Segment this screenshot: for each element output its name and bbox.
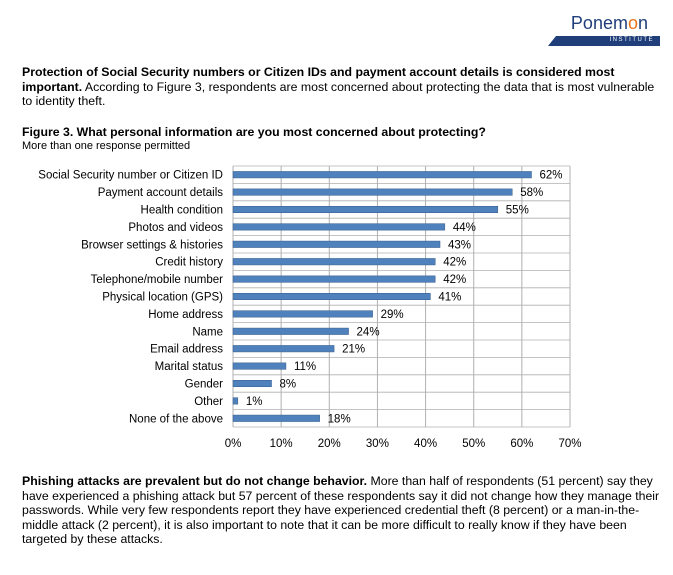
bar <box>232 362 287 370</box>
x-tick-label: 20% <box>318 438 341 450</box>
value-label: 41% <box>438 292 461 304</box>
value-label: 55% <box>506 205 529 217</box>
x-tick-label: 30% <box>366 438 389 450</box>
bar <box>232 275 436 283</box>
category-label: Browser settings & histories <box>81 239 223 251</box>
bar <box>232 397 239 405</box>
category-label: Other <box>194 396 223 408</box>
value-label: 44% <box>453 222 476 234</box>
value-label: 29% <box>381 309 404 321</box>
outro-lead: Phishing attacks are prevalent but do no… <box>22 474 368 488</box>
category-label: Name <box>192 326 223 338</box>
outro-body: More than half of respondents (51 percen… <box>22 474 660 546</box>
bar <box>232 327 349 335</box>
bar <box>232 310 373 318</box>
value-label: 8% <box>280 379 297 391</box>
value-label: 18% <box>328 413 351 425</box>
category-label: Email address <box>150 344 223 356</box>
category-label: Gender <box>185 379 224 391</box>
value-label: 42% <box>443 257 466 269</box>
category-label: Health condition <box>141 205 223 217</box>
intro-body: According to Figure 3, respondents are m… <box>22 79 655 109</box>
bar <box>232 171 532 179</box>
value-label: 24% <box>357 326 380 338</box>
value-label: 58% <box>520 187 543 199</box>
value-label: 42% <box>443 274 466 286</box>
x-tick-label: 0% <box>225 438 242 450</box>
bar <box>232 188 513 196</box>
bar <box>232 240 441 248</box>
bar <box>232 345 335 353</box>
category-label: Payment account details <box>98 187 224 199</box>
value-label: 43% <box>448 239 471 251</box>
category-label: Marital status <box>155 361 224 373</box>
ponemon-logo: Ponemon INSTITUTE <box>548 12 660 46</box>
x-tick-label: 60% <box>510 438 533 450</box>
figure-title: Figure 3. What personal information are … <box>22 125 486 139</box>
value-label: 1% <box>246 396 263 408</box>
value-label: 11% <box>294 361 316 373</box>
value-label: 62% <box>539 170 562 182</box>
category-label: Credit history <box>155 257 223 269</box>
category-label: Physical location (GPS) <box>102 292 223 304</box>
intro-lead: Protection of Social Security numbers or… <box>22 65 615 94</box>
category-label: Social Security number or Citizen ID <box>38 170 223 182</box>
outro-paragraph: Phishing attacks are prevalent but do no… <box>22 474 662 547</box>
figure-subtitle: More than one response permitted <box>22 140 191 152</box>
category-label: Telephone/mobile number <box>91 274 224 286</box>
x-tick-label: 10% <box>270 438 293 450</box>
x-tick-label: 50% <box>462 438 485 450</box>
bar <box>232 223 446 231</box>
intro-paragraph: Protection of Social Security numbers or… <box>22 65 662 109</box>
bar <box>232 206 499 213</box>
x-tick-label: 70% <box>558 438 581 450</box>
category-label: None of the above <box>129 413 223 425</box>
bar <box>232 414 320 422</box>
bar-chart: 0% 10% 20% 30% 40% 50% 60% 70% Social Security n… <box>38 165 582 450</box>
logo-text: Ponemon <box>570 13 648 33</box>
category-label: Home address <box>148 309 223 321</box>
bar <box>232 258 436 266</box>
bar <box>232 380 272 387</box>
x-tick-label: 40% <box>414 438 437 450</box>
logo-subtext: INSTITUTE <box>609 37 654 43</box>
bar <box>232 293 431 300</box>
value-label: 21% <box>342 344 365 356</box>
logo-swoosh <box>548 36 660 46</box>
category-label: Photos and videos <box>128 222 223 234</box>
